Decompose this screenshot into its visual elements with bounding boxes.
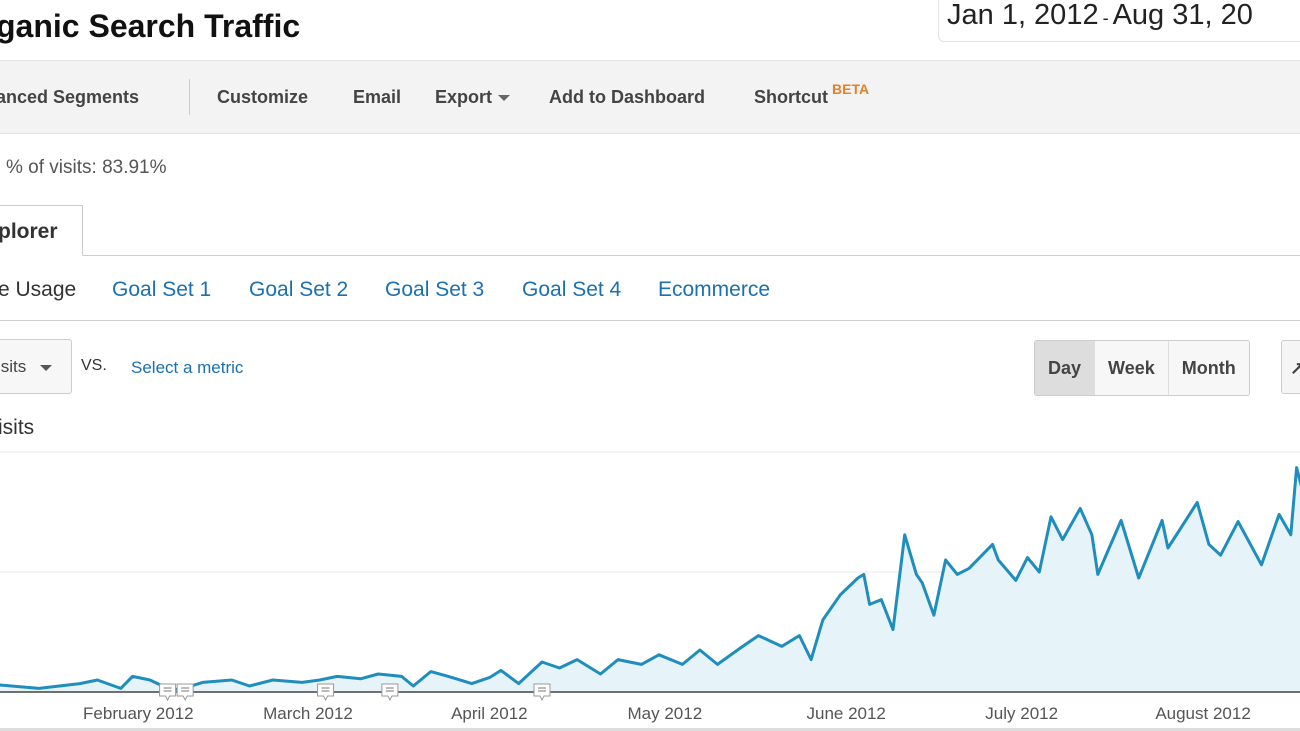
subtab-goal-set-2[interactable]: Goal Set 2 <box>249 278 349 301</box>
chevron-down-icon <box>40 364 53 371</box>
metric-label: isits <box>0 357 27 376</box>
date-range-picker[interactable]: Jan 1, 2012- Aug 31, 20 <box>938 0 1300 42</box>
line-chart-icon: ↗ <box>1290 358 1300 378</box>
percent-of-visits: % of visits: 83.91% <box>6 157 167 178</box>
annotation-icon[interactable] <box>176 683 194 702</box>
series-label: isits <box>0 416 35 439</box>
beta-badge: BETA <box>832 81 870 97</box>
subtab-ecommerce[interactable]: Ecommerce <box>658 278 771 301</box>
page-title: ganic Search Traffic <box>0 8 301 44</box>
date-separator: - <box>1102 8 1109 28</box>
select-metric-link[interactable]: Select a metric <box>131 358 244 377</box>
x-tick-label: July 2012 <box>985 704 1058 723</box>
email-button[interactable]: Email <box>353 87 402 107</box>
annotation-icon[interactable] <box>317 683 335 702</box>
period-day-button[interactable]: Day <box>1035 341 1095 395</box>
period-month-button[interactable]: Month <box>1167 341 1249 395</box>
date-end: Aug 31, 20 <box>1112 0 1253 31</box>
subtab-goal-set-1[interactable]: Goal Set 1 <box>112 278 212 301</box>
date-start: Jan 1, 2012 <box>947 0 1099 31</box>
subtab-goal-set-3[interactable]: Goal Set 3 <box>385 278 485 301</box>
metric-dropdown[interactable]: isits <box>0 339 72 394</box>
annotation-icon[interactable] <box>159 683 177 702</box>
x-tick-label: August 2012 <box>1155 704 1250 723</box>
add-to-dashboard-button[interactable]: Add to Dashboard <box>549 87 705 107</box>
subtab-site-usage[interactable]: e Usage <box>0 278 77 301</box>
x-tick-label: June 2012 <box>806 704 885 723</box>
annotation-icon[interactable] <box>533 683 551 702</box>
visits-chart[interactable]: February 2012 March 2012 April 2012 May 201… <box>0 440 1300 731</box>
tab-divider <box>0 255 1300 256</box>
series-line <box>0 466 1300 692</box>
toolbar-divider <box>189 79 190 115</box>
x-tick-label: March 2012 <box>263 704 353 723</box>
area-fill <box>0 467 1300 692</box>
report-toolbar: anced Segments Customize Email Export Ad… <box>0 60 1300 134</box>
subtab-divider <box>0 320 1300 321</box>
export-label: Export <box>435 87 493 107</box>
period-selector: Day Week Month <box>1034 340 1250 396</box>
vs-label: VS. <box>81 357 107 374</box>
subtab-goal-set-4[interactable]: Goal Set 4 <box>522 278 622 301</box>
x-tick-label: February 2012 <box>83 704 194 723</box>
x-tick-label: May 2012 <box>628 704 703 723</box>
chart-type-button[interactable]: ↗ <box>1281 340 1300 394</box>
chevron-down-icon <box>498 95 511 102</box>
advanced-segments-button[interactable]: anced Segments <box>0 87 140 107</box>
annotation-icon[interactable] <box>381 683 399 702</box>
shortcut-label: Shortcut <box>754 87 828 107</box>
customize-button[interactable]: Customize <box>217 87 309 107</box>
export-button[interactable]: Export <box>435 87 511 108</box>
tab-explorer[interactable]: plorer <box>0 205 83 256</box>
chart-bottom-border <box>0 728 1300 731</box>
period-week-button[interactable]: Week <box>1094 341 1168 395</box>
x-tick-label: April 2012 <box>451 704 528 723</box>
shortcut-button[interactable]: Shortcut BETA <box>754 81 869 108</box>
